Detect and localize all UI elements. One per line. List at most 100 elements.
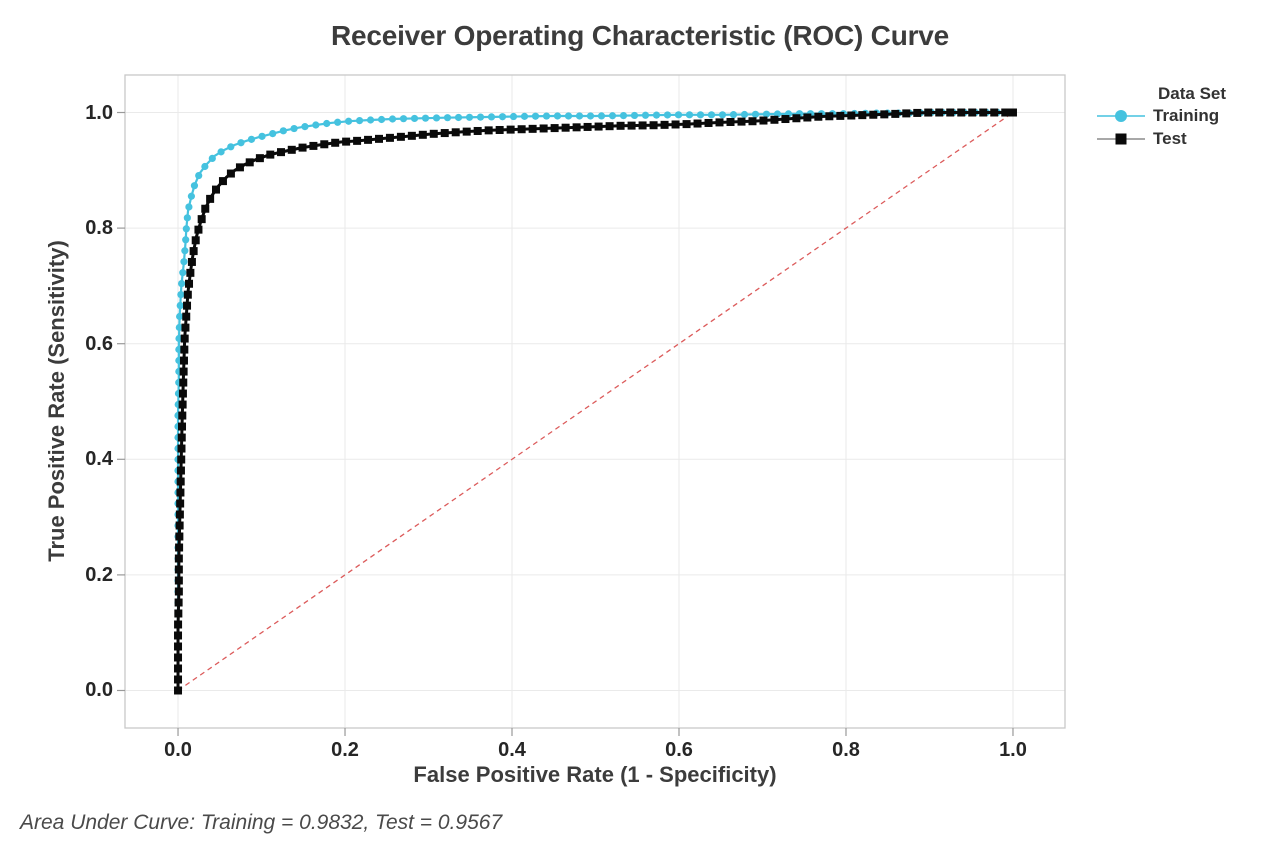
marker-training bbox=[410, 114, 419, 123]
marker-training bbox=[312, 121, 320, 129]
marker-training bbox=[498, 113, 507, 121]
marker-test bbox=[255, 154, 264, 163]
legend-item-test[interactable]: Test bbox=[1096, 127, 1226, 150]
marker-test bbox=[174, 642, 183, 651]
marker-test bbox=[364, 135, 373, 144]
marker-training bbox=[487, 113, 496, 121]
marker-test bbox=[627, 121, 636, 130]
marker-test bbox=[175, 510, 184, 519]
marker-test bbox=[181, 323, 190, 332]
x-tick-label: 0.0 bbox=[164, 739, 192, 761]
x-axis-label: False Positive Rate (1 - Specificity) bbox=[413, 762, 777, 787]
marker-test bbox=[429, 129, 438, 138]
marker-test bbox=[528, 124, 537, 133]
marker-test bbox=[191, 236, 200, 245]
marker-training bbox=[509, 112, 518, 121]
marker-test bbox=[748, 117, 757, 126]
marker-training bbox=[575, 112, 584, 120]
marker-test bbox=[245, 158, 254, 167]
marker-test bbox=[175, 521, 184, 530]
legend-item-label: Training bbox=[1153, 105, 1220, 125]
marker-test bbox=[913, 108, 922, 117]
marker-training bbox=[762, 110, 771, 118]
marker-test bbox=[353, 136, 362, 145]
marker-test bbox=[174, 609, 183, 618]
marker-test bbox=[693, 119, 702, 128]
marker-test bbox=[803, 113, 812, 122]
marker-training bbox=[729, 111, 738, 119]
marker-test bbox=[309, 141, 318, 150]
marker-test bbox=[407, 131, 416, 140]
marker-training bbox=[175, 323, 183, 332]
marker-test bbox=[737, 117, 746, 126]
marker-training bbox=[641, 111, 650, 119]
marker-training bbox=[608, 112, 617, 120]
marker-training bbox=[323, 119, 331, 128]
marker-test bbox=[174, 576, 183, 585]
marker-test bbox=[177, 433, 186, 442]
marker-test bbox=[770, 115, 779, 124]
legend-item-training[interactable]: Training bbox=[1096, 104, 1226, 127]
marker-training bbox=[619, 111, 628, 120]
marker-test bbox=[206, 194, 215, 203]
marker-training bbox=[176, 312, 184, 321]
legend-items: Training Test bbox=[1096, 104, 1226, 150]
marker-test bbox=[179, 378, 188, 387]
marker-training bbox=[279, 127, 287, 135]
marker-training bbox=[399, 115, 408, 123]
marker-test bbox=[484, 126, 493, 135]
marker-test bbox=[440, 129, 449, 138]
marker-test bbox=[1008, 108, 1017, 117]
marker-training bbox=[185, 203, 193, 211]
marker-test bbox=[957, 108, 966, 117]
marker-test bbox=[179, 356, 188, 365]
marker-training bbox=[178, 279, 186, 288]
x-tick-label: 0.2 bbox=[331, 739, 359, 761]
marker-test bbox=[451, 128, 460, 137]
training-circle-marker-icon bbox=[1097, 109, 1145, 122]
marker-test bbox=[189, 247, 198, 256]
legend: Data Set Training Test bbox=[1096, 83, 1226, 150]
marker-training bbox=[227, 143, 235, 151]
marker-training bbox=[182, 225, 190, 233]
marker-training bbox=[237, 139, 245, 147]
x-tick-label: 0.6 bbox=[665, 739, 693, 761]
marker-test bbox=[682, 120, 691, 129]
marker-test bbox=[726, 117, 735, 126]
x-tick-label: 0.4 bbox=[498, 739, 526, 761]
marker-test bbox=[175, 532, 184, 541]
marker-test bbox=[176, 488, 185, 497]
marker-training bbox=[187, 192, 195, 200]
marker-training bbox=[269, 129, 277, 138]
marker-test bbox=[194, 225, 203, 234]
marker-training bbox=[432, 114, 441, 122]
marker-test bbox=[320, 140, 329, 149]
marker-training bbox=[586, 112, 595, 120]
marker-training bbox=[520, 112, 529, 120]
marker-test bbox=[517, 125, 526, 134]
marker-test bbox=[495, 125, 504, 134]
marker-test bbox=[174, 664, 183, 673]
marker-training bbox=[180, 258, 188, 266]
marker-test bbox=[175, 543, 184, 552]
marker-test bbox=[990, 108, 999, 117]
marker-test bbox=[183, 301, 192, 310]
marker-test bbox=[539, 124, 548, 133]
marker-training bbox=[183, 214, 191, 222]
marker-training bbox=[355, 117, 364, 125]
marker-test bbox=[182, 312, 191, 321]
marker-test bbox=[174, 631, 183, 640]
marker-test bbox=[550, 124, 559, 133]
marker-test bbox=[1001, 108, 1010, 117]
marker-test bbox=[176, 466, 185, 475]
marker-training bbox=[366, 116, 375, 124]
marker-test bbox=[968, 108, 977, 117]
marker-training bbox=[751, 110, 760, 118]
marker-test bbox=[605, 122, 614, 131]
x-tick-label: 0.8 bbox=[832, 739, 860, 761]
marker-training bbox=[190, 182, 199, 190]
marker-test bbox=[177, 455, 186, 464]
marker-test bbox=[792, 114, 801, 123]
marker-training bbox=[553, 112, 562, 120]
